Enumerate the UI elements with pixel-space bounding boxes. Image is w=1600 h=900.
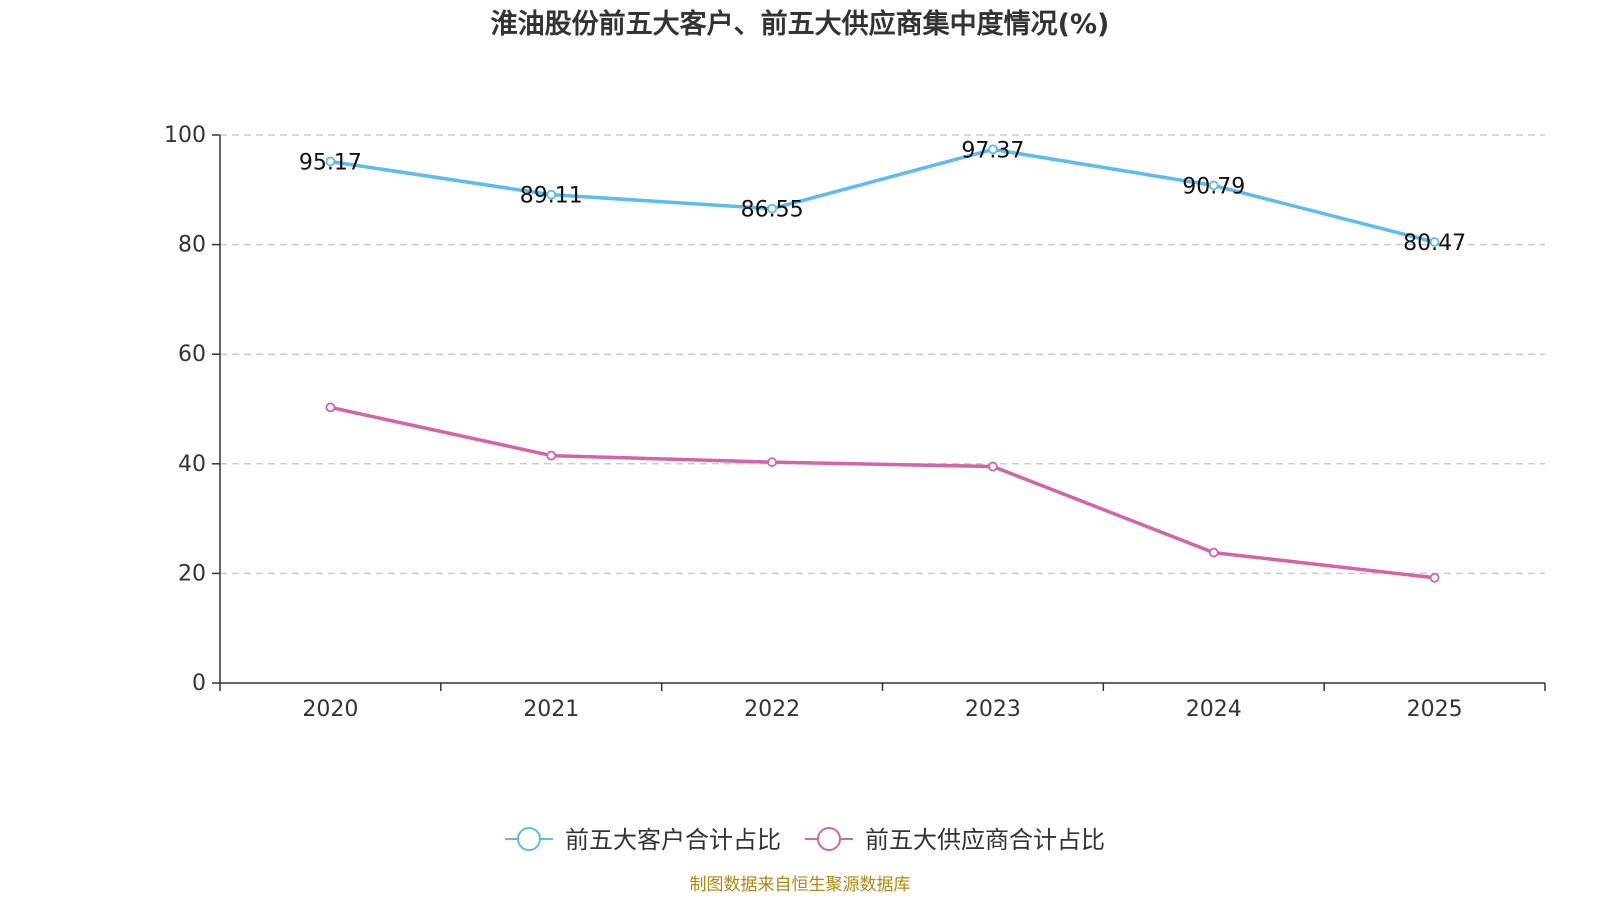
y-tick-label: 100: [164, 123, 206, 148]
data-point[interactable]: [546, 189, 557, 200]
y-tick-label: 80: [178, 233, 206, 258]
legend-marker-icon: [817, 827, 841, 851]
y-tick-label: 60: [178, 342, 206, 367]
x-tick-label: 2021: [523, 697, 579, 722]
data-label: 90.79: [1182, 174, 1245, 199]
x-tick-label: 2025: [1407, 697, 1463, 722]
data-point[interactable]: [988, 461, 998, 472]
data-label: 89.11: [520, 184, 583, 209]
grid-lines: [220, 134, 1545, 575]
data-point[interactable]: [1429, 237, 1440, 247]
x-tick-label: 2023: [965, 697, 1021, 722]
data-point[interactable]: [325, 402, 336, 413]
data-point[interactable]: [767, 457, 777, 468]
series-line-1: [330, 147, 1436, 244]
data-labels: 95.17 89.11 86.55 97.37 90.79 80.47: [299, 138, 1466, 256]
axes: 0 20 40 60 80 100 2020 2021 2022 2023 2024 2025: [164, 123, 1546, 722]
data-point[interactable]: [546, 450, 557, 461]
data-point[interactable]: [1208, 180, 1219, 191]
data-point[interactable]: [767, 203, 777, 214]
data-label: 95.17: [299, 150, 362, 175]
y-tick-label: 20: [178, 561, 206, 586]
y-tick-label: 0: [192, 671, 206, 696]
data-point[interactable]: [325, 156, 336, 167]
data-point[interactable]: [988, 144, 998, 155]
legend[interactable]: 前五大客户合计占比 前五大供应商合计占比: [505, 826, 1105, 854]
data-label: 86.55: [741, 198, 804, 223]
x-tick-label: 2024: [1186, 697, 1242, 722]
legend-label: 前五大客户合计占比: [565, 826, 781, 854]
legend-item-2[interactable]: 前五大供应商合计占比: [805, 826, 1105, 854]
source-note: 制图数据来自恒生聚源数据库: [690, 875, 911, 895]
x-tick-label: 2022: [744, 697, 800, 722]
x-tick-label: 2020: [302, 697, 358, 722]
legend-item-1[interactable]: 前五大客户合计占比: [505, 826, 781, 854]
data-point[interactable]: [1208, 547, 1219, 558]
data-label: 80.47: [1403, 231, 1466, 256]
data-label: 97.37: [961, 138, 1024, 163]
legend-label: 前五大供应商合计占比: [865, 826, 1105, 854]
data-point[interactable]: [1429, 572, 1440, 583]
y-tick-label: 40: [178, 452, 206, 477]
series-line-2: [330, 405, 1435, 580]
chart-title: 淮油股份前五大客户、前五大供应商集中度情况(%): [491, 8, 1110, 40]
series-layer: [325, 144, 1440, 583]
legend-marker-icon: [517, 827, 541, 851]
